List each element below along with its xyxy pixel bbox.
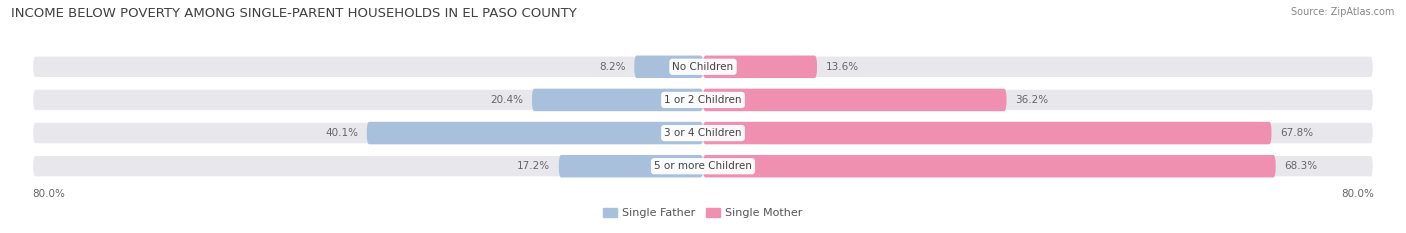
FancyBboxPatch shape bbox=[703, 55, 817, 78]
FancyBboxPatch shape bbox=[531, 89, 703, 111]
Text: 20.4%: 20.4% bbox=[491, 95, 523, 105]
FancyBboxPatch shape bbox=[703, 89, 1007, 111]
FancyBboxPatch shape bbox=[32, 89, 1374, 111]
Text: 13.6%: 13.6% bbox=[825, 62, 859, 72]
FancyBboxPatch shape bbox=[703, 122, 1271, 144]
FancyBboxPatch shape bbox=[32, 155, 1374, 178]
Text: 40.1%: 40.1% bbox=[325, 128, 359, 138]
FancyBboxPatch shape bbox=[634, 55, 703, 78]
Text: 3 or 4 Children: 3 or 4 Children bbox=[664, 128, 742, 138]
FancyBboxPatch shape bbox=[32, 55, 1374, 78]
FancyBboxPatch shape bbox=[32, 122, 1374, 144]
Text: 5 or more Children: 5 or more Children bbox=[654, 161, 752, 171]
Text: INCOME BELOW POVERTY AMONG SINGLE-PARENT HOUSEHOLDS IN EL PASO COUNTY: INCOME BELOW POVERTY AMONG SINGLE-PARENT… bbox=[11, 7, 576, 20]
Text: Source: ZipAtlas.com: Source: ZipAtlas.com bbox=[1291, 7, 1395, 17]
Text: 8.2%: 8.2% bbox=[599, 62, 626, 72]
Text: 36.2%: 36.2% bbox=[1015, 95, 1047, 105]
FancyBboxPatch shape bbox=[558, 155, 703, 178]
FancyBboxPatch shape bbox=[367, 122, 703, 144]
Text: 80.0%: 80.0% bbox=[1341, 189, 1374, 199]
Text: No Children: No Children bbox=[672, 62, 734, 72]
Text: 67.8%: 67.8% bbox=[1279, 128, 1313, 138]
Text: 17.2%: 17.2% bbox=[517, 161, 550, 171]
Text: 68.3%: 68.3% bbox=[1284, 161, 1317, 171]
Legend: Single Father, Single Mother: Single Father, Single Mother bbox=[603, 208, 803, 218]
Text: 1 or 2 Children: 1 or 2 Children bbox=[664, 95, 742, 105]
Text: 80.0%: 80.0% bbox=[32, 189, 65, 199]
FancyBboxPatch shape bbox=[703, 155, 1275, 178]
